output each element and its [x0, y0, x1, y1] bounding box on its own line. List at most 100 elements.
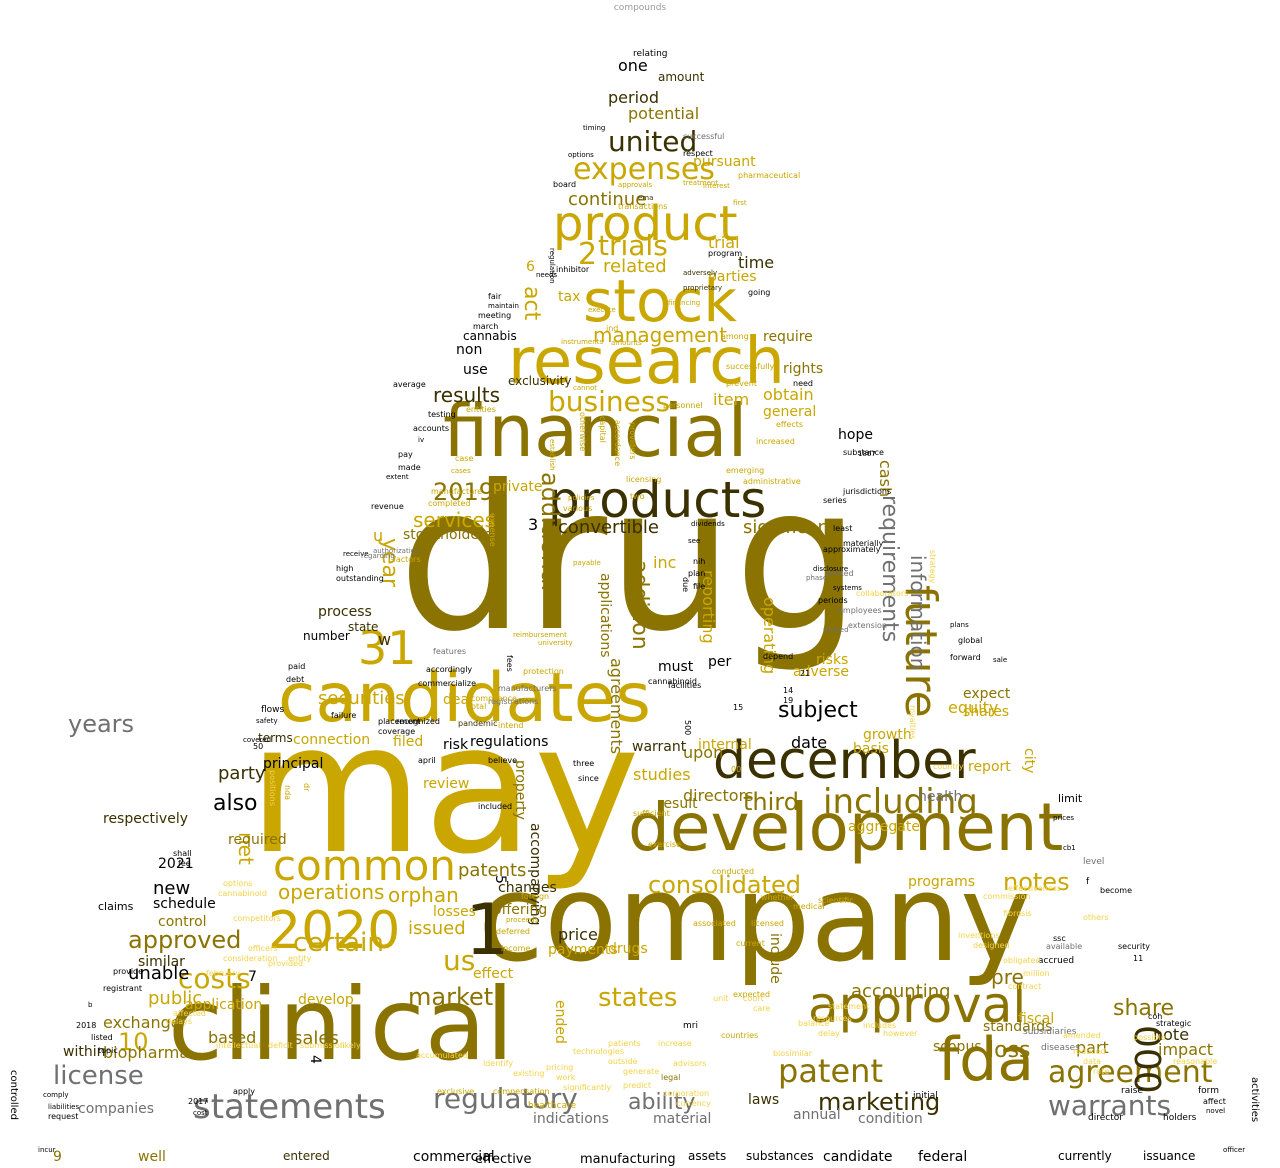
word-commercial: commercial — [413, 1149, 495, 1165]
word-indications: indications — [533, 1111, 609, 1127]
word-respectively: respectively — [103, 811, 189, 827]
word-maintain: maintain — [488, 302, 519, 310]
word-positions: positions — [268, 770, 277, 806]
word-conducted: conducted — [712, 867, 755, 876]
word-corporation: corporation — [663, 1089, 710, 1098]
word-application: application — [185, 997, 263, 1013]
word-april: april — [418, 756, 436, 765]
word-reimbursement: reimbursement — [513, 631, 567, 639]
word-regulatory: regulatory — [433, 1082, 578, 1115]
word-2019: 2019 — [433, 478, 495, 506]
word-exclusive: exclusive — [437, 1087, 475, 1096]
word-11: 11 — [1133, 954, 1144, 963]
word-average: average — [393, 380, 426, 389]
word-2021: 2021 — [158, 856, 194, 872]
word-believe: believe — [488, 756, 518, 765]
word-sufficient: sufficient — [633, 809, 670, 818]
word-parties: parties — [708, 269, 757, 285]
word-review: review — [423, 776, 470, 792]
word-least: least — [833, 524, 853, 533]
word-novel: novel — [1206, 1107, 1226, 1115]
word-nda: nda — [283, 785, 292, 801]
word-exclusivity: exclusivity — [508, 374, 572, 388]
word-act: act — [519, 286, 544, 321]
word-risks: risks — [816, 652, 849, 668]
word-sales: sales — [293, 1028, 339, 1049]
word-standards: standards — [983, 1019, 1053, 1035]
word-currently: currently — [1058, 1149, 1112, 1163]
word-f: f — [1086, 877, 1090, 887]
word-strategic: strategic — [1156, 1019, 1192, 1028]
word-activities: activities — [1249, 1077, 1260, 1123]
word-laws: laws — [748, 1092, 780, 1108]
word-one: one — [618, 56, 648, 75]
word-inc: inc — [653, 553, 677, 572]
word-health: health — [918, 789, 963, 805]
word-product: product — [553, 196, 738, 252]
word-entity: entity — [288, 954, 312, 963]
word-losses: losses — [433, 904, 476, 920]
word-periods: periods — [818, 596, 848, 605]
word-effective: effective — [475, 1152, 532, 1167]
word-private: private — [493, 479, 543, 495]
word-aggregate: aggregate — [848, 819, 920, 835]
word-healthcare: healthcare — [528, 1101, 576, 1111]
word-regarding: regarding — [361, 552, 395, 560]
word-warrants: warrants — [1048, 1089, 1172, 1122]
word-research: research — [508, 325, 785, 399]
word-scientific: scientific — [818, 896, 854, 905]
word-manufacturing: manufacturing — [580, 1152, 676, 1167]
word-include: include — [767, 933, 783, 984]
word-need: need — [793, 379, 813, 388]
word-successful: successful — [683, 132, 725, 141]
word-administrative: administrative — [743, 477, 801, 486]
word-part: part — [1076, 1038, 1109, 1057]
word-apply: apply — [233, 1087, 256, 1096]
word-tax: tax — [558, 289, 581, 305]
word-medical: medical — [793, 902, 825, 911]
word-successfully: successfully — [726, 362, 775, 371]
word-information: information — [906, 555, 930, 671]
word-ability: ability — [628, 1090, 696, 1115]
word-accordingly: accordingly — [426, 665, 473, 674]
word-includes: includes — [863, 1021, 897, 1030]
word-officer: officer — [1223, 1146, 1246, 1154]
word-facilities: facilities — [668, 681, 702, 690]
word-financial: financial — [443, 389, 748, 473]
word-b: b — [88, 1001, 93, 1009]
word-compensation: compensation — [493, 1087, 550, 1096]
word-accumulated: accumulated — [416, 1051, 468, 1060]
word-ended: ended — [552, 1000, 568, 1044]
word-outstanding: outstanding — [336, 574, 384, 583]
word-terms: terms — [258, 731, 293, 745]
word-federal: federal — [918, 1149, 968, 1165]
word-holders: holders — [1163, 1113, 1197, 1123]
word-development: development — [628, 789, 1064, 866]
word-diseases: diseases — [1041, 1043, 1080, 1053]
word-candidate: candidate — [823, 1149, 893, 1165]
word-2018: 2018 — [76, 1021, 97, 1030]
word-principal: principal — [263, 756, 324, 772]
word-clinical: clinical — [168, 966, 514, 1083]
word-pre: pre — [991, 965, 1024, 989]
word-significant: significant — [743, 517, 836, 538]
word-designed: designed — [973, 941, 1010, 950]
word-adversely: adversely — [683, 269, 718, 277]
word-testing: testing — [428, 410, 456, 419]
word-third: third — [743, 788, 799, 816]
word-fda: fda — [938, 1025, 1034, 1095]
word-3: 3 — [528, 515, 539, 534]
word-since: since — [578, 774, 599, 783]
word-management: management — [593, 323, 727, 347]
word-common: common — [273, 841, 456, 890]
word-pursuant: pursuant — [693, 154, 756, 170]
word-time: time — [738, 253, 775, 272]
word-phase: phase — [806, 574, 828, 582]
word-become: become — [1100, 886, 1133, 895]
word-receive: receive — [343, 550, 369, 558]
word-expect: expect — [963, 686, 1011, 702]
word-well: well — [138, 1149, 166, 1165]
word-income: income — [501, 944, 531, 953]
word-depend: depend — [763, 652, 794, 661]
